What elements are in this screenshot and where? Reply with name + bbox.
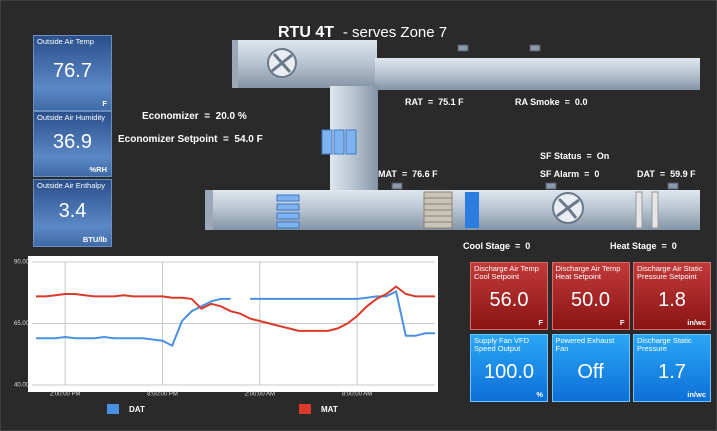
duct-end	[205, 190, 213, 230]
tile-unit: F	[102, 99, 107, 108]
setpoint-tile: Discharge Static Pressure 1.7 in/wc	[633, 334, 711, 402]
tile-value: 76.7	[53, 60, 92, 82]
tile-label: Discharge Static Pressure	[637, 336, 692, 353]
sensor-tile: Outside Air Humidity 36.9 %RH	[33, 111, 112, 177]
readout: SF Alarm = 0	[540, 169, 600, 179]
subtitle: - serves Zone 7	[342, 24, 448, 41]
oa-damper	[276, 194, 300, 229]
readout: DAT = 59.9 F	[637, 169, 696, 179]
damper	[321, 129, 357, 155]
tile-label: Outside Air Humidity	[37, 113, 105, 122]
x-tick-label: 8:00:00 AM	[342, 392, 372, 398]
setpoint-tile: Discharge Air Static Pressure Setpoint 1.…	[633, 262, 711, 330]
legend-swatch	[107, 404, 119, 414]
legend-label: MAT	[321, 405, 338, 414]
tile-value: 56.0	[489, 289, 529, 311]
fan-blades	[271, 53, 293, 73]
x-tick-label: 2:00:00 PM	[50, 392, 81, 398]
tile-unit: F	[538, 318, 543, 327]
return-duct	[375, 58, 700, 90]
x-tick-label: 2:00:00 AM	[245, 392, 275, 398]
tile-unit: BTU/lb	[82, 235, 107, 244]
y-tick-label: 90.00	[14, 260, 30, 266]
header: RTU 4T - serves Zone 7	[278, 24, 447, 42]
setpoint-tile: Discharge Air Temp Cool Setpoint 56.0 F	[470, 262, 548, 330]
tile-label: Powered Exhaust Fan	[555, 336, 615, 353]
readout: RAT = 75.1 F	[405, 97, 464, 107]
y-tick-label: 65.00	[14, 321, 30, 327]
readout: Economizer = 20.0 %	[142, 111, 247, 122]
tile-label: Outside Air Enthalpy	[37, 181, 105, 190]
data-line	[36, 290, 435, 347]
heater	[651, 191, 659, 229]
tile-value: Off	[577, 361, 604, 383]
readout: RA Smoke = 0.0	[515, 97, 588, 107]
readout: Cool Stage = 0	[463, 241, 531, 251]
legend-swatch	[299, 404, 311, 414]
setpoint-tile: Discharge Air Temp Heat Setpoint 50.0 F	[551, 262, 630, 330]
tile-unit: in/wc	[687, 390, 706, 399]
legend-label: DAT	[129, 405, 145, 414]
sensor-tile: Outside Air Temp 76.7 F	[33, 35, 112, 111]
tile-value: 100.0	[483, 361, 535, 383]
fan-blades	[556, 197, 580, 219]
duct-end	[232, 40, 238, 88]
sensors	[391, 44, 679, 190]
tile-label: Supply Fan VFD Speed Output	[474, 336, 530, 353]
tile-unit: F	[619, 318, 625, 327]
tile-unit: in/wc	[687, 318, 706, 327]
readout: SF Status = On	[540, 151, 610, 161]
tile-label: Discharge Air Temp Cool Setpoint	[474, 264, 539, 281]
y-tick-label: 40.00	[14, 383, 30, 389]
filter	[423, 191, 453, 229]
setpoint-tile: Powered Exhaust Fan Off	[551, 334, 630, 402]
readout: Heat Stage = 0	[610, 241, 677, 251]
tile-value: 1.7	[658, 361, 686, 383]
return-duct	[232, 40, 377, 88]
tile-unit: %	[536, 390, 543, 399]
sensor-tile: Outside Air Enthalpy 3.4 BTU/lb	[33, 179, 112, 247]
setpoint-tile: Supply Fan VFD Speed Output 100.0%	[470, 334, 548, 402]
cooling-coil	[465, 192, 479, 228]
tile-value: 3.4	[58, 200, 87, 222]
readout: Economizer Setpoint = 54.0 F	[118, 134, 263, 145]
heater	[635, 191, 643, 229]
tile-label: Discharge Air Temp Heat Setpoint	[555, 264, 621, 281]
tile-label: Outside Air Temp	[37, 37, 94, 46]
tile-value: 1.8	[658, 289, 686, 311]
data-line	[36, 285, 435, 332]
readout: MAT = 76.6 F	[378, 169, 438, 179]
title: RTU 4T	[278, 24, 334, 41]
tile-label: Discharge Air Static Pressure Setpoint	[637, 264, 703, 281]
tile-value: 50.0	[571, 289, 610, 311]
x-tick-label: 8:00:00 PM	[147, 392, 178, 398]
tile-unit: %RH	[89, 165, 107, 174]
tile-value: 36.9	[53, 131, 92, 153]
